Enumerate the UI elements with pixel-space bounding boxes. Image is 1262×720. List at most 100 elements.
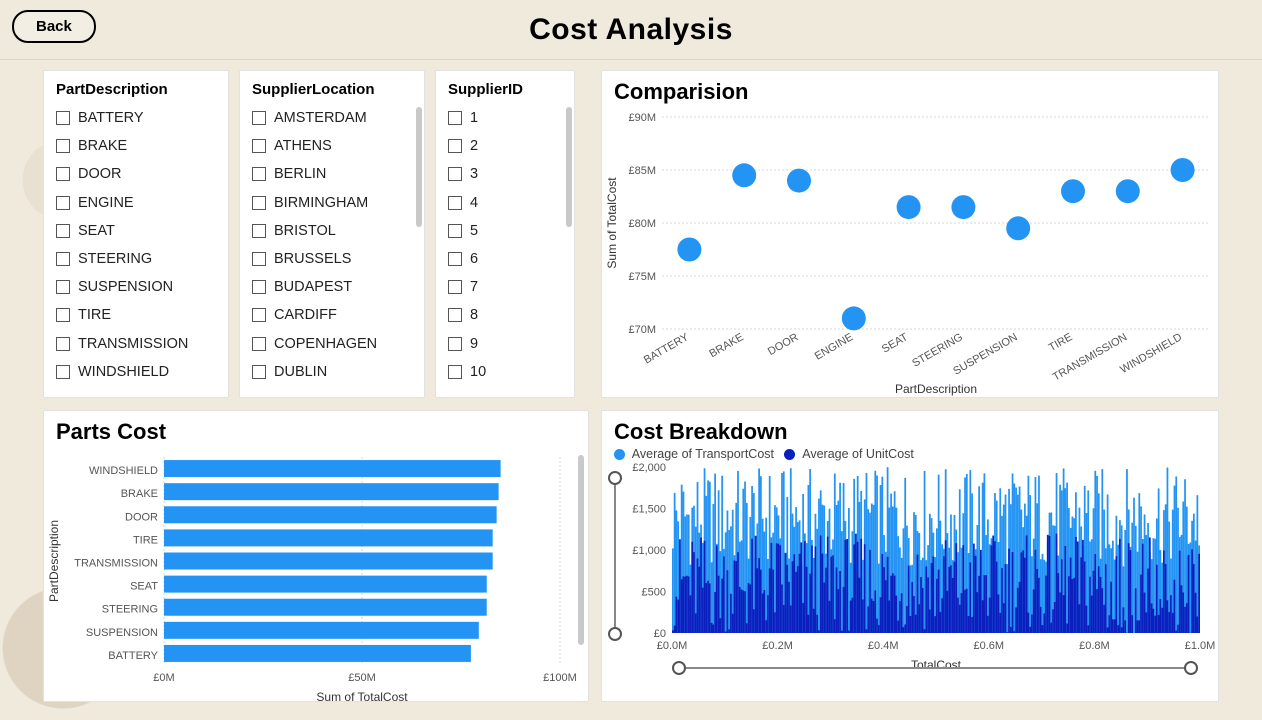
checkbox-icon[interactable] xyxy=(252,167,266,181)
slicer-item[interactable]: 9 xyxy=(448,330,566,358)
back-button[interactable]: Back xyxy=(12,10,96,43)
slicer-item[interactable]: BUDAPEST xyxy=(252,273,416,301)
checkbox-icon[interactable] xyxy=(448,167,462,181)
header: Back Cost Analysis xyxy=(0,0,1262,60)
slicer-item[interactable]: COPENHAGEN xyxy=(252,330,416,358)
slicer-item-label: 1 xyxy=(470,110,478,126)
slicer-item[interactable]: CARDIFF xyxy=(252,301,416,329)
checkbox-icon[interactable] xyxy=(252,252,266,266)
checkbox-icon[interactable] xyxy=(448,224,462,238)
slicer-item-label: TIRE xyxy=(78,307,111,323)
slicer-item[interactable]: ATHENS xyxy=(252,132,416,160)
checkbox-icon[interactable] xyxy=(448,337,462,351)
slicer-item[interactable]: 7 xyxy=(448,273,566,301)
slicer-item[interactable]: BIRMINGHAM xyxy=(252,189,416,217)
slicer-item[interactable]: 3 xyxy=(448,160,566,188)
checkbox-icon[interactable] xyxy=(448,139,462,153)
scrollbar-thumb[interactable] xyxy=(566,107,572,227)
slicer-item[interactable]: 6 xyxy=(448,245,566,273)
slicer-item[interactable]: DUBLIN xyxy=(252,358,416,384)
checkbox-icon[interactable] xyxy=(56,139,70,153)
checkbox-icon[interactable] xyxy=(448,280,462,294)
checkbox-icon[interactable] xyxy=(56,337,70,351)
slicer-part-description[interactable]: PartDescription BATTERYBRAKEDOORENGINESE… xyxy=(43,70,229,398)
slicer-item[interactable]: 5 xyxy=(448,217,566,245)
checkbox-icon[interactable] xyxy=(56,224,70,238)
parts-cost-chart[interactable]: £0M£50M£100MWINDSHIELDBRAKEDOORTIRETRANS… xyxy=(44,447,590,705)
y-range-slider[interactable] xyxy=(608,471,622,641)
slicer-item-label: SUSPENSION xyxy=(78,279,173,295)
slicer-item[interactable]: SUSPENSION xyxy=(56,273,220,301)
checkbox-icon[interactable] xyxy=(448,252,462,266)
comparison-chart[interactable]: £70M£75M£80M£85M£90MBATTERYBRAKEDOORENGI… xyxy=(602,107,1220,399)
checkbox-icon[interactable] xyxy=(448,111,462,125)
chart-legend: Average of TransportCost Average of Unit… xyxy=(602,447,1218,463)
slicer-item-label: WINDSHIELD xyxy=(78,364,169,380)
slicer-item[interactable]: 2 xyxy=(448,132,566,160)
slider-knob-top[interactable] xyxy=(608,471,622,485)
scrollbar-thumb[interactable] xyxy=(578,455,584,645)
slicer-item-label: BRISTOL xyxy=(274,223,336,239)
slicer-item[interactable]: TIRE xyxy=(56,301,220,329)
slicer-item[interactable]: BRUSSELS xyxy=(252,245,416,273)
checkbox-icon[interactable] xyxy=(252,337,266,351)
checkbox-icon[interactable] xyxy=(56,196,70,210)
svg-text:£500: £500 xyxy=(642,587,666,599)
svg-text:BATTERY: BATTERY xyxy=(642,331,692,367)
slicer-item[interactable]: ENGINE xyxy=(56,189,220,217)
checkbox-icon[interactable] xyxy=(56,111,70,125)
checkbox-icon[interactable] xyxy=(448,365,462,379)
checkbox-icon[interactable] xyxy=(252,280,266,294)
slicer-item[interactable]: DOOR xyxy=(56,160,220,188)
slicer-item[interactable]: WINDSHIELD xyxy=(56,358,220,384)
checkbox-icon[interactable] xyxy=(56,167,70,181)
checkbox-icon[interactable] xyxy=(252,224,266,238)
checkbox-icon[interactable] xyxy=(56,365,70,379)
slider-knob-left[interactable] xyxy=(672,661,686,675)
slicer-item[interactable]: BATTERY xyxy=(56,104,220,132)
slicer-item-label: ATHENS xyxy=(274,138,332,154)
checkbox-icon[interactable] xyxy=(252,365,266,379)
checkbox-icon[interactable] xyxy=(56,252,70,266)
checkbox-icon[interactable] xyxy=(252,196,266,210)
svg-text:£0.4M: £0.4M xyxy=(868,640,899,652)
svg-text:£100M: £100M xyxy=(543,672,577,684)
slider-knob-right[interactable] xyxy=(1184,661,1198,675)
svg-text:£0.6M: £0.6M xyxy=(974,640,1005,652)
checkbox-icon[interactable] xyxy=(252,111,266,125)
slicer-item[interactable]: STEERING xyxy=(56,245,220,273)
slicer-item[interactable]: SEAT xyxy=(56,217,220,245)
checkbox-icon[interactable] xyxy=(448,308,462,322)
slicer-supplier-id[interactable]: SupplierID 1 2 3 45 6 78910 xyxy=(435,70,575,398)
checkbox-icon[interactable] xyxy=(448,196,462,210)
slicer-title: SupplierID xyxy=(448,81,566,98)
slicer-item-label: 3 xyxy=(470,166,478,182)
slicer-item[interactable]: BERLIN xyxy=(252,160,416,188)
slicer-item[interactable]: AMSTERDAM xyxy=(252,104,416,132)
comparison-chart-panel: Comparision £70M£75M£80M£85M£90MBATTERYB… xyxy=(601,70,1219,398)
scrollbar-thumb[interactable] xyxy=(416,107,422,227)
slicer-item[interactable]: BRISTOL xyxy=(252,217,416,245)
slicer-item-label: CARDIFF xyxy=(274,307,337,323)
x-range-slider[interactable] xyxy=(672,661,1198,675)
slicer-item[interactable]: TRANSMISSION xyxy=(56,330,220,358)
slicer-item-label: BRUSSELS xyxy=(274,251,351,267)
slicer-item-label: 6 xyxy=(470,251,478,267)
slicer-supplier-location[interactable]: SupplierLocation AMSTERDAMATHENSBERLINBI… xyxy=(239,70,425,398)
slicer-item[interactable]: 4 xyxy=(448,189,566,217)
slicer-item-label: 2 xyxy=(470,138,478,154)
slider-knob-bottom[interactable] xyxy=(608,627,622,641)
checkbox-icon[interactable] xyxy=(252,308,266,322)
slicer-item[interactable]: BRAKE xyxy=(56,132,220,160)
cost-breakdown-chart[interactable]: £0£500£1,000£1,500£2,000£0.0M£0.2M£0.4M£… xyxy=(602,463,1220,673)
cost-breakdown-chart-panel: Cost Breakdown Average of TransportCost … xyxy=(601,410,1219,702)
page-title: Cost Analysis xyxy=(529,13,733,47)
checkbox-icon[interactable] xyxy=(56,280,70,294)
slicer-item[interactable]: 10 xyxy=(448,358,566,384)
svg-text:PartDescription: PartDescription xyxy=(895,382,977,396)
slicer-item[interactable]: 1 xyxy=(448,104,566,132)
checkbox-icon[interactable] xyxy=(56,308,70,322)
checkbox-icon[interactable] xyxy=(252,139,266,153)
slicer-item-label: DUBLIN xyxy=(274,364,327,380)
slicer-item[interactable]: 8 xyxy=(448,301,566,329)
